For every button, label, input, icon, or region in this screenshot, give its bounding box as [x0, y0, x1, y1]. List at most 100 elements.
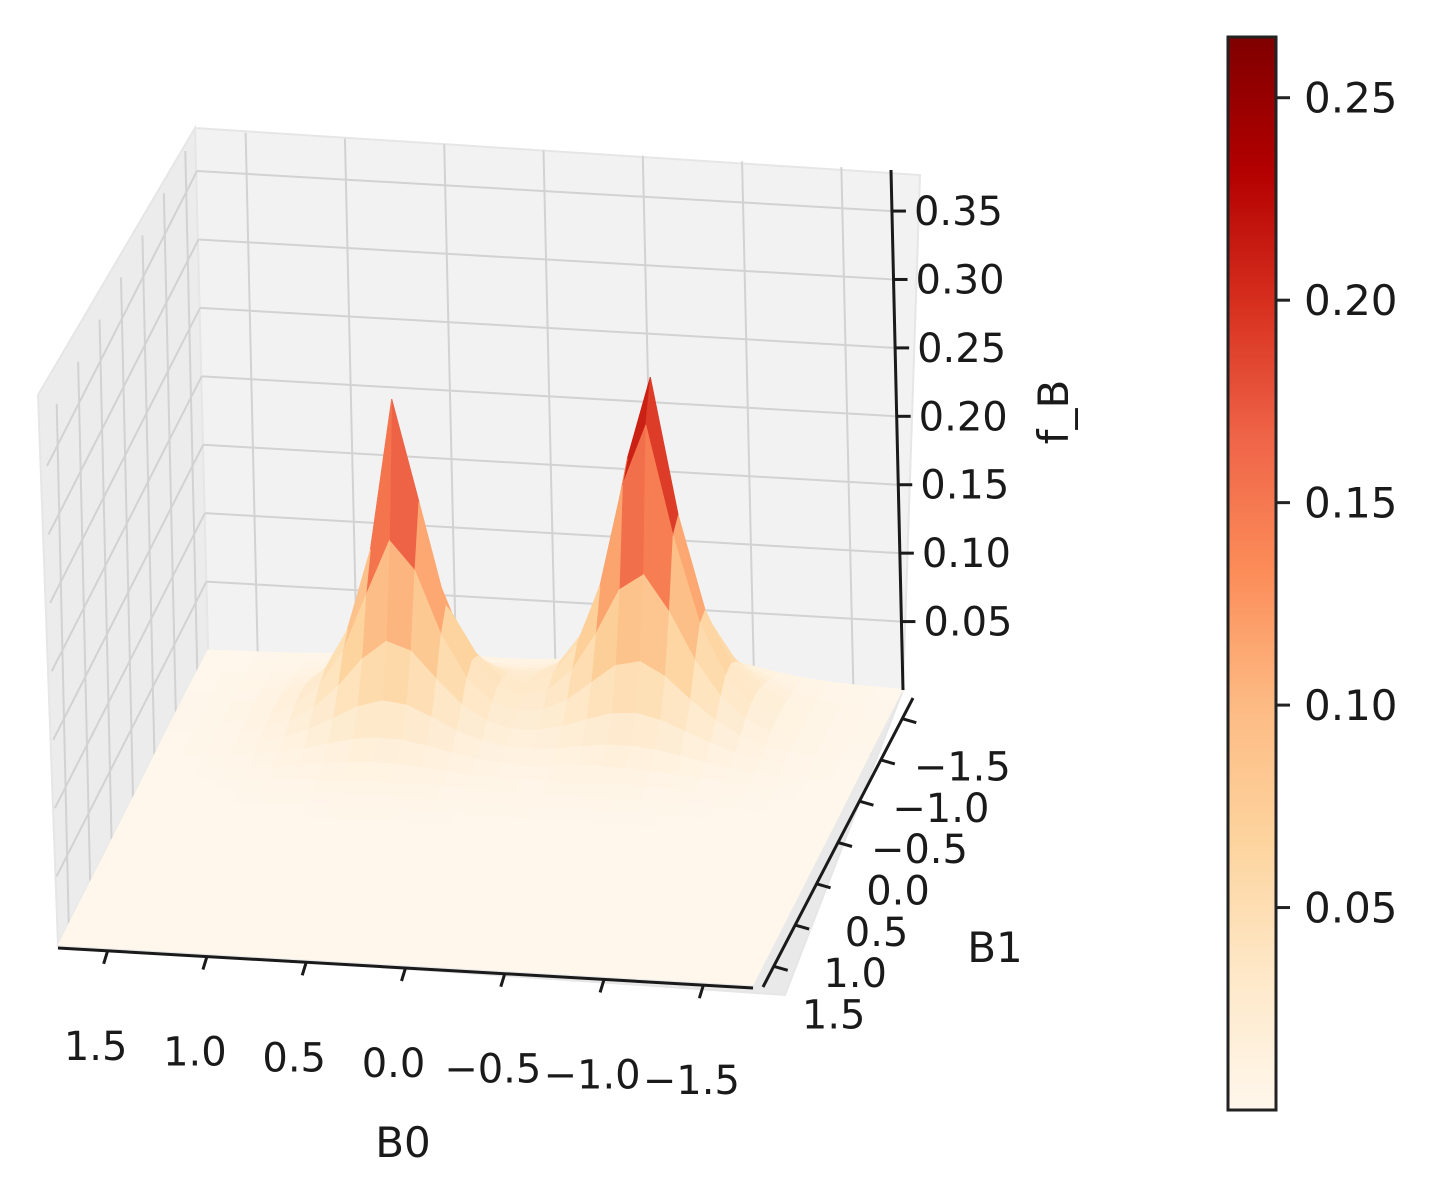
surface-facet [727, 972, 760, 986]
y-tick-mark [837, 841, 853, 848]
surface-facet [196, 659, 229, 672]
surface-facet [180, 690, 212, 703]
colorbar-tick-label: 0.25 [1304, 74, 1398, 123]
x-tick-label: 0.0 [362, 1041, 426, 1087]
x-tick-mark [697, 984, 705, 999]
surface-facet [164, 722, 196, 735]
surface-facet [201, 649, 234, 662]
grid-line [206, 580, 902, 623]
z-axis-ticks: 0.05 0.10 0.15 0.20 0.25 0.30 0.35 [891, 189, 1012, 646]
colorbar-tick-label: 0.05 [1304, 884, 1398, 933]
grid-line [162, 193, 177, 714]
x-tick-mark [598, 978, 606, 993]
x-tick-mark [201, 956, 209, 971]
surface-facet [73, 902, 105, 916]
y-axis-ticks: −1.5−1.0−0.50.00.51.01.5 [773, 717, 1011, 1038]
surface-facet [110, 828, 143, 842]
axes-3d: 1.5 1.0 0.5 0.0 −0.5 −1.0 −1.5 −1.5−1.0−0.50.0… [36, 124, 1078, 1167]
surface-facet [381, 640, 412, 706]
grid-line [141, 235, 156, 756]
grid-line [198, 238, 894, 281]
surface-facet [515, 779, 547, 796]
grid-line [184, 151, 199, 672]
y-tick-mark [816, 882, 831, 890]
surface-facet [765, 898, 797, 912]
surface-facet [116, 818, 148, 831]
surface-facet [506, 728, 538, 750]
colorbar-tick-label: 0.20 [1304, 276, 1398, 325]
y-tick-label: 0.0 [866, 869, 930, 915]
surface-facet [630, 712, 662, 751]
y-tick-mark [901, 717, 917, 725]
z-tick-label: 0.35 [914, 189, 1003, 235]
surface-facet [84, 881, 116, 895]
surface-facet [781, 867, 813, 881]
surface-facet [89, 870, 121, 884]
colorbar: 0.05 0.10 0.15 0.20 0.25 [1226, 35, 1398, 1112]
surface-facet [105, 839, 138, 853]
surface-facet [818, 792, 851, 806]
grid-line [542, 149, 557, 671]
z-axis-label: f_B [1029, 380, 1078, 445]
grid-line [204, 512, 900, 555]
y-tick-label: −1.0 [892, 786, 989, 832]
grid-line [343, 138, 358, 659]
y-tick-mark [773, 964, 789, 972]
surface-facet [759, 909, 792, 923]
surface-facet [732, 962, 765, 975]
surface-facet [169, 711, 202, 724]
surface-facet [376, 700, 408, 741]
grid-line [98, 319, 113, 840]
grid-line [741, 161, 756, 682]
colorbar-gradient [1226, 35, 1278, 1112]
surface-facet [153, 743, 186, 756]
surface-facet [148, 754, 180, 767]
surface-facet [100, 849, 132, 863]
surface-facet [791, 846, 824, 859]
z-tick-label: 0.20 [919, 394, 1008, 440]
surface-facet [520, 765, 552, 783]
x-axis-label: B0 [375, 1118, 431, 1167]
grid-line [203, 443, 899, 486]
surface-facet [775, 877, 808, 891]
grid-line [840, 167, 855, 688]
surface-facet [754, 919, 786, 933]
surface-facet [748, 930, 781, 944]
y-tick-label: −0.5 [871, 827, 968, 873]
surface-facet [743, 940, 776, 954]
surface-facet [62, 923, 95, 937]
x-tick-label: −1.5 [643, 1058, 740, 1104]
z-tick-label: 0.10 [922, 531, 1011, 577]
surface-facet [813, 803, 845, 817]
y-tick-label: 1.5 [802, 992, 866, 1038]
y-tick-label: 1.0 [823, 951, 887, 997]
z-tick-label: 0.25 [917, 326, 1006, 372]
surface-facet [185, 680, 218, 693]
y-tick-mark [859, 799, 874, 807]
y-axis-label: B1 [967, 923, 1023, 972]
x-tick-mark [400, 967, 407, 982]
surface [57, 376, 904, 986]
back-wall-pane [193, 126, 922, 692]
grid-line [77, 361, 92, 882]
z-tick-label: 0.15 [920, 463, 1009, 509]
surface-facet [94, 860, 127, 874]
x-tick-mark [499, 973, 507, 988]
y-tick-mark [880, 758, 896, 766]
surface-facet [807, 814, 840, 828]
x-tick-mark [102, 950, 110, 965]
surface-facet [191, 669, 223, 682]
grid-line [201, 375, 897, 418]
grid-line [244, 132, 259, 653]
z-axis-line [889, 169, 905, 691]
z-tick-label: 0.30 [916, 257, 1005, 303]
x-tick-label: 1.0 [163, 1030, 227, 1076]
surface-facet [786, 856, 818, 870]
surface-facet [738, 951, 770, 965]
surface-facet [802, 824, 835, 838]
surface-facet [121, 807, 154, 821]
colorbar-tick-label: 0.10 [1304, 681, 1398, 730]
x-axis-ticks: 1.5 1.0 0.5 0.0 −0.5 −1.0 −1.5 [64, 950, 740, 1104]
y-tick-label: 0.5 [845, 910, 909, 956]
